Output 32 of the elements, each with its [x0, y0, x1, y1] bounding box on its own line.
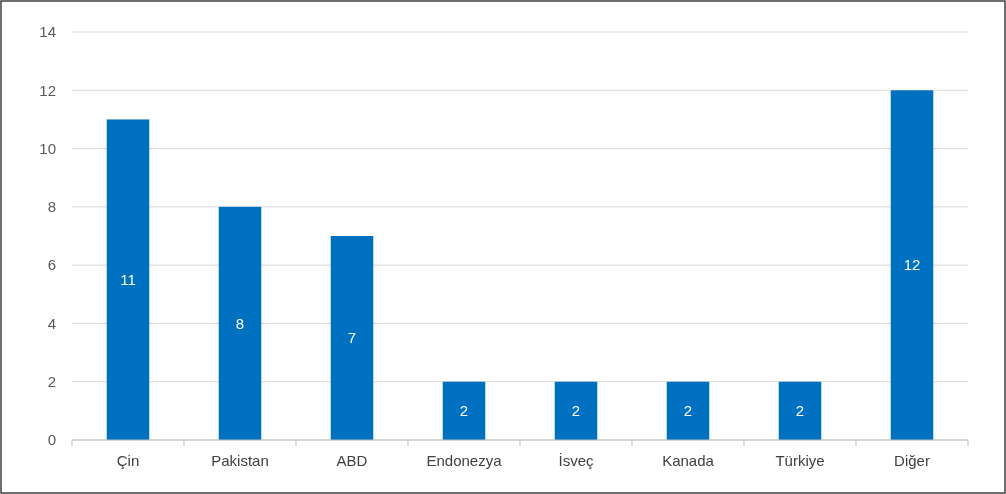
bar — [218, 206, 262, 440]
bar — [106, 119, 150, 440]
x-tick-label: Diğer — [894, 452, 930, 469]
data-label: 2 — [683, 402, 693, 420]
y-tick-label: 12 — [39, 81, 56, 99]
data-label: 7 — [347, 329, 357, 347]
y-tick-label: 4 — [47, 314, 56, 332]
y-tick-label: 2 — [47, 372, 56, 390]
y-tick-label: 14 — [39, 23, 56, 41]
x-tick-label: Türkiye — [775, 452, 825, 469]
y-tick-label: 8 — [47, 198, 56, 216]
x-tick-label: Çin — [116, 452, 140, 469]
bar — [442, 381, 486, 440]
x-tick-label: Pakistan — [211, 452, 269, 469]
bar — [890, 90, 934, 440]
bar — [666, 381, 710, 440]
data-label: 12 — [903, 256, 921, 274]
y-tick-label: 6 — [47, 256, 56, 274]
x-tick-label: Endonezya — [426, 452, 503, 469]
bar — [778, 381, 822, 440]
data-label: 8 — [235, 314, 245, 332]
data-label: 2 — [571, 402, 581, 420]
x-tick-label: İsveç — [558, 452, 594, 469]
data-label: 11 — [120, 270, 136, 288]
bar — [330, 236, 374, 440]
data-label: 2 — [795, 402, 805, 420]
bar — [554, 381, 598, 440]
x-tick-label: Kanada — [662, 452, 715, 469]
data-label: 2 — [459, 402, 469, 420]
x-tick-label: ABD — [336, 452, 368, 469]
y-tick-label: 10 — [39, 139, 56, 157]
y-tick-label: 0 — [47, 431, 56, 449]
